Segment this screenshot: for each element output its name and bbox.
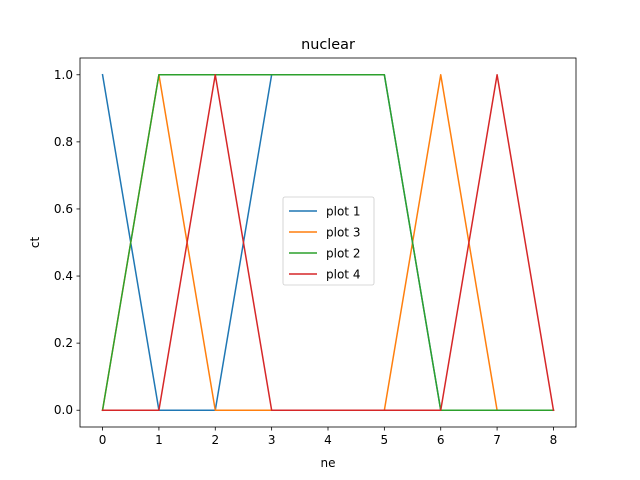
y-tick-label: 1.0 [54,68,73,82]
x-axis-label: ne [321,456,336,470]
legend-frame [282,196,375,286]
x-tick-label: 1 [155,433,163,447]
y-axis-label: ct [28,237,42,249]
legend-label-4: plot 4 [326,268,360,282]
legend-label-2: plot 3 [326,226,360,240]
y-tick-label: 0.8 [54,135,73,149]
legend: plot 1 plot 3 plot 2 plot 4 [282,196,375,286]
x-axis: 0 1 2 3 4 5 6 7 8 [99,427,558,447]
x-tick-label: 3 [268,433,276,447]
y-tick-label: 0.0 [54,403,73,417]
x-tick-label: 0 [99,433,107,447]
x-tick-label: 2 [211,433,219,447]
x-tick-label: 8 [550,433,558,447]
legend-label-3: plot 2 [326,247,360,261]
chart-title: nuclear [301,37,355,53]
y-tick-label: 0.6 [54,202,73,216]
series-line-3 [101,74,555,412]
legend-label-1: plot 1 [326,205,360,219]
series-layer [101,73,555,412]
x-tick-label: 5 [381,433,389,447]
y-axis: 0.0 0.2 0.4 0.6 0.8 1.0 [54,68,80,417]
series-line-4 [101,74,555,412]
x-tick-label: 6 [437,433,445,447]
x-tick-label: 4 [324,433,332,447]
y-tick-label: 0.2 [54,336,73,350]
x-tick-label: 7 [493,433,501,447]
y-tick-label: 0.4 [54,269,73,283]
legend-items: plot 1 plot 3 plot 2 plot 4 [289,205,360,282]
